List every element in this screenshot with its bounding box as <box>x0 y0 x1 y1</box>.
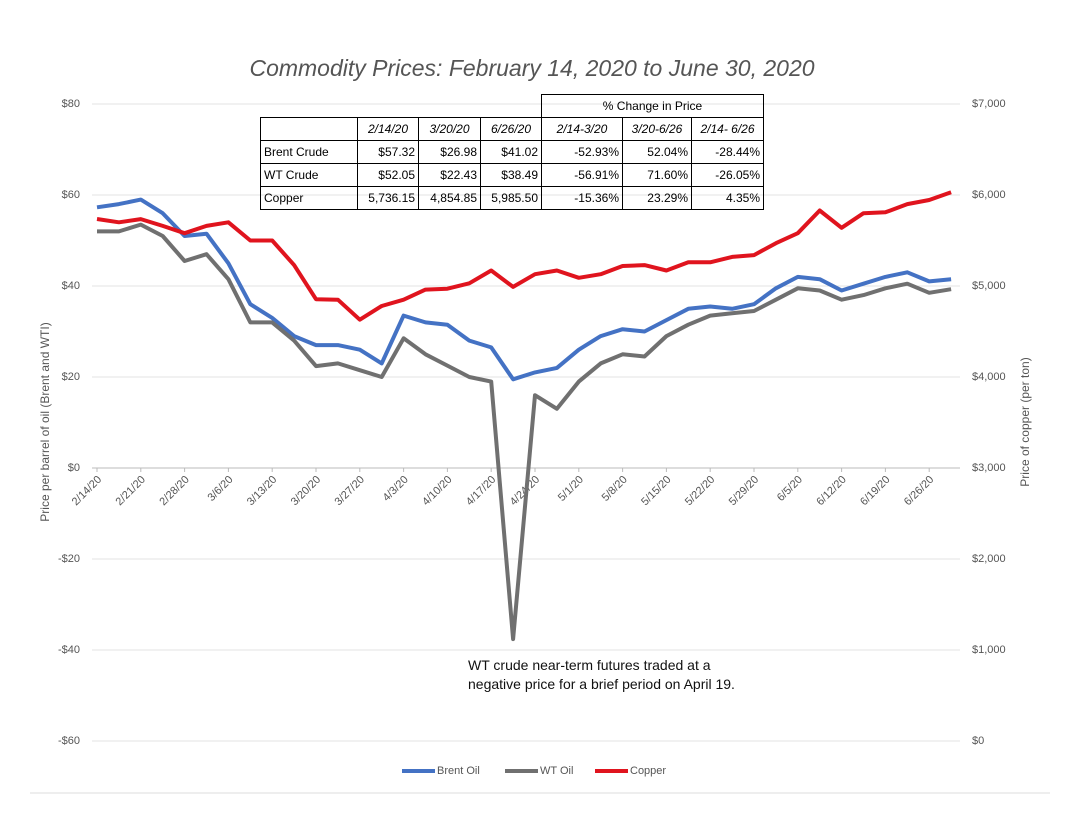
y-tick-label: $80 <box>62 98 80 110</box>
blank-cell <box>261 95 542 118</box>
y2-axis-label: Price of copper (per ton) <box>1018 357 1032 486</box>
y-tick-label: -$20 <box>58 553 80 565</box>
table-cell: $52.05 <box>357 163 419 187</box>
summary-table: % Change in Price 2/14/20 3/20/20 6/26/20 2/… <box>260 94 764 210</box>
annotation: WT crude near-term futures traded at a n… <box>468 657 735 692</box>
table-cell: 52.04% <box>622 140 692 164</box>
series-line <box>96 190 952 322</box>
row-label: Brent Crude <box>260 140 358 164</box>
column-header: 3/20-6/26 <box>622 117 692 141</box>
x-tick-label: 6/19/20 <box>858 474 892 508</box>
y2-tick-label: $7,000 <box>972 98 1006 110</box>
table-cell: -56.91% <box>541 163 623 187</box>
y2-tick-label: $4,000 <box>972 371 1006 383</box>
table-row: % Change in Price <box>261 94 764 118</box>
x-tick-label: 4/10/20 <box>420 474 454 508</box>
x-tick-label: 2/28/20 <box>157 474 191 508</box>
x-tick-label: 5/1/20 <box>556 474 586 504</box>
y-tick-label: $60 <box>62 189 80 201</box>
x-tick-label: 6/5/20 <box>775 474 805 504</box>
x-tick-label: 3/13/20 <box>245 474 279 508</box>
legend-label: Copper <box>630 765 666 777</box>
table-row: WT Crude $52.05 $22.43 $38.49 -56.91% 71.60% -… <box>260 163 764 187</box>
x-tick-label: 5/22/20 <box>683 474 717 508</box>
x-tick-label: 5/15/20 <box>639 474 673 508</box>
table-cell: $57.32 <box>357 140 419 164</box>
y-tick-label: $20 <box>62 371 80 383</box>
column-header: 2/14-3/20 <box>541 117 623 141</box>
y2-tick-label: $6,000 <box>972 189 1006 201</box>
table-cell: -26.05% <box>691 163 764 187</box>
x-tick-label: 6/12/20 <box>814 474 848 508</box>
column-header: 3/20/20 <box>418 117 481 141</box>
x-tick-label: 3/27/20 <box>333 474 367 508</box>
x-tick-label: 3/6/20 <box>205 474 235 504</box>
series-line <box>96 197 952 382</box>
chart-title: Commodity Prices: February 14, 2020 to J… <box>249 55 814 81</box>
y2-tick-label: $1,000 <box>972 644 1006 656</box>
table-cell: -28.44% <box>691 140 764 164</box>
table-cell: $41.02 <box>480 140 542 164</box>
y2-tick-label: $2,000 <box>972 553 1006 565</box>
group-header: % Change in Price <box>541 94 764 118</box>
legend-label: Brent Oil <box>437 765 480 777</box>
x-tick-label: 5/29/20 <box>727 474 761 508</box>
table-row: Copper 5,736.15 4,854.85 5,985.50 -15.36% 23.… <box>260 186 764 210</box>
y-tick-label: $40 <box>62 280 80 292</box>
table-cell: -15.36% <box>541 186 623 210</box>
x-tick-label: 4/17/20 <box>464 474 498 508</box>
y-tick-label: -$60 <box>58 735 80 747</box>
y-axis-label: Price per barrel of oil (Brent and WTI) <box>38 322 52 521</box>
row-label: WT Crude <box>260 163 358 187</box>
table-cell: $26.98 <box>418 140 481 164</box>
legend-label: WT Oil <box>540 765 573 777</box>
table-cell: 23.29% <box>622 186 692 210</box>
table-cell: 4,854.85 <box>418 186 481 210</box>
table-cell: 4.35% <box>691 186 764 210</box>
corner-cell <box>260 117 358 141</box>
y2-tick-label: $5,000 <box>972 280 1006 292</box>
series-line <box>97 222 952 642</box>
y2-tick-label: $3,000 <box>972 462 1006 474</box>
y-tick-label: -$40 <box>58 644 80 656</box>
column-header: 6/26/20 <box>480 117 542 141</box>
column-header: 2/14- 6/26 <box>691 117 764 141</box>
x-tick-label: 3/20/20 <box>289 474 323 508</box>
table-cell: 5,736.15 <box>357 186 419 210</box>
x-tick-label: 2/14/20 <box>70 474 104 508</box>
x-tick-label: 6/26/20 <box>902 474 936 508</box>
y2-tick-label: $0 <box>972 735 984 747</box>
column-header: 2/14/20 <box>357 117 419 141</box>
table-cell: -52.93% <box>541 140 623 164</box>
x-tick-label: 5/8/20 <box>600 474 630 504</box>
table-cell: $38.49 <box>480 163 542 187</box>
table-cell: 71.60% <box>622 163 692 187</box>
x-tick-label: 4/3/20 <box>381 474 411 504</box>
table-cell: 5,985.50 <box>480 186 542 210</box>
table-row: 2/14/20 3/20/20 6/26/20 2/14-3/20 3/20-6/26 2… <box>260 117 764 141</box>
table-row: Brent Crude $57.32 $26.98 $41.02 -52.93% 52.0… <box>260 140 764 164</box>
x-tick-label: 2/21/20 <box>114 474 148 508</box>
row-label: Copper <box>260 186 358 210</box>
table-cell: $22.43 <box>418 163 481 187</box>
y-tick-label: $0 <box>68 462 80 474</box>
